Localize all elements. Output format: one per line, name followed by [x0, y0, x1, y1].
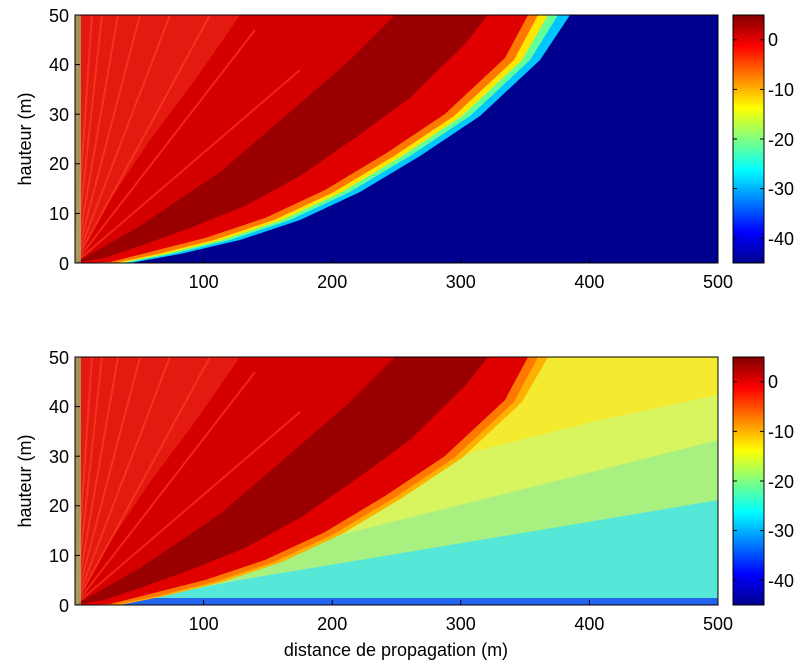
- top-ytick-label: 40: [49, 55, 69, 75]
- bottom-heatmap-field: [75, 357, 718, 605]
- top-heatmap-panel: 0 10 20 30 40 50 100 200 300 400 500 hau…: [15, 6, 794, 292]
- bottom-xtick-label: 200: [317, 614, 347, 634]
- top-xtick-label: 500: [703, 272, 733, 292]
- top-heatmap-field: [75, 15, 718, 263]
- bottom-xtick-label: 300: [446, 614, 476, 634]
- top-ytick-label: 50: [49, 6, 69, 26]
- bottom-colorbar-tick: -10: [768, 422, 794, 442]
- top-colorbar-tick: -40: [768, 229, 794, 249]
- bottom-ytick-label: 50: [49, 348, 69, 368]
- top-ytick-label: 0: [59, 254, 69, 274]
- bottom-x-ticks: [203, 600, 590, 605]
- bottom-xtick-label: 500: [703, 614, 733, 634]
- bottom-colorbar-tick: -20: [768, 472, 794, 492]
- top-ytick-label: 10: [49, 204, 69, 224]
- top-colorbar-tick: -30: [768, 179, 794, 199]
- top-y-ticks: [75, 14, 80, 264]
- bottom-xtick-label: 100: [189, 614, 219, 634]
- top-ytick-label: 30: [49, 105, 69, 125]
- bottom-colorbar-tick: 0: [768, 372, 778, 392]
- bottom-y-ticks: [75, 356, 80, 606]
- bottom-colorbar: 0 -10 -20 -30 -40: [732, 356, 794, 606]
- top-xtick-label: 300: [446, 272, 476, 292]
- bottom-y-axis-label: hauteur (m): [15, 434, 35, 527]
- top-ytick-label: 20: [49, 154, 69, 174]
- bottom-colorbar-tick: -30: [768, 521, 794, 541]
- top-colorbar: 0 -10 -20 -30 -40: [732, 14, 794, 264]
- top-xtick-label: 400: [574, 272, 604, 292]
- bottom-xtick-label: 400: [574, 614, 604, 634]
- top-y-axis-label: hauteur (m): [15, 92, 35, 185]
- bottom-ytick-label: 40: [49, 397, 69, 417]
- bottom-ytick-label: 0: [59, 596, 69, 616]
- bottom-x-axis-label: distance de propagation (m): [284, 640, 508, 660]
- bottom-colorbar-tick: -40: [768, 571, 794, 591]
- top-colorbar-tick: -20: [768, 130, 794, 150]
- bottom-ytick-label: 10: [49, 546, 69, 566]
- top-xtick-label: 100: [189, 272, 219, 292]
- top-xtick-label: 200: [317, 272, 347, 292]
- top-x-ticks: [203, 258, 590, 263]
- bottom-ytick-label: 30: [49, 447, 69, 467]
- bottom-heatmap-panel: 0 10 20 30 40 50 100 200 300 400 500 dis…: [15, 348, 794, 660]
- bottom-ytick-label: 20: [49, 496, 69, 516]
- top-colorbar-tick: -10: [768, 80, 794, 100]
- top-colorbar-tick: 0: [768, 30, 778, 50]
